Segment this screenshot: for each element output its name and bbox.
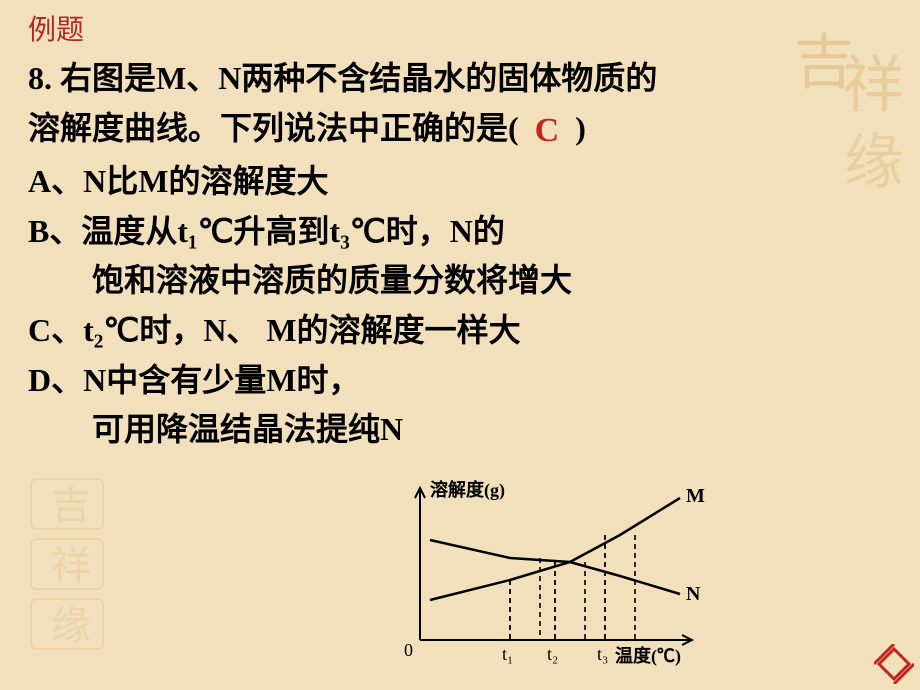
question-block: 8. 右图是M、N两种不含结晶水的固体物质的 溶解度曲线。下列说法中正确的是( …	[28, 54, 894, 455]
svg-text:0: 0	[404, 640, 413, 660]
option-a-text: N比M的溶解度大	[83, 163, 328, 199]
solubility-chart: 0 溶解度(g) 温度(℃) t₁ t₂ t₃ M N	[390, 480, 720, 680]
question-stem-line2: 溶解度曲线。下列说法中正确的是( C )	[28, 104, 894, 158]
section-header: 例题	[28, 8, 894, 48]
watermark-char: 吉	[30, 478, 104, 530]
slide-content: 例题 8. 右图是M、N两种不含结晶水的固体物质的 溶解度曲线。下列说法中正确的…	[0, 0, 920, 455]
question-line1: 右图是M、N两种不含结晶水的固体物质的	[60, 60, 657, 96]
svg-text:N: N	[686, 583, 701, 605]
watermark-char: 祥	[30, 538, 104, 590]
svg-text:温度(℃): 温度(℃)	[615, 645, 681, 667]
option-d-line1: N中含有少量M时，	[83, 362, 360, 398]
question-close-paren: )	[575, 110, 586, 146]
option-a: A、N比M的溶解度大	[28, 157, 894, 207]
chart-svg: 0 溶解度(g) 温度(℃) t₁ t₂ t₃ M N	[390, 480, 720, 670]
svg-text:M: M	[686, 485, 705, 507]
option-c-label: C、	[28, 312, 83, 348]
option-b-line1: 温度从t₁℃升高到t₃℃时，N的	[81, 213, 505, 249]
option-b-line2: 饱和溶液中溶质的质量分数将增大	[28, 256, 894, 306]
option-b-label: B、	[28, 213, 81, 249]
option-a-label: A、	[28, 163, 83, 199]
watermark-char: 缘	[30, 598, 104, 650]
question-stem: 8. 右图是M、N两种不含结晶水的固体物质的	[28, 54, 894, 104]
corner-ornament-icon	[874, 644, 914, 684]
option-d-line2: 可用降温结晶法提纯N	[28, 405, 894, 455]
question-number: 8.	[28, 60, 52, 96]
option-d: D、N中含有少量M时，	[28, 356, 894, 406]
option-c: C、t₂℃时，N、 M的溶解度一样大	[28, 306, 894, 356]
question-line2: 溶解度曲线。下列说法中正确的是(	[28, 110, 519, 146]
answer-letter: C	[527, 112, 568, 149]
option-c-text: t₂℃时，N、 M的溶解度一样大	[83, 312, 521, 348]
svg-text:t₁: t₁	[502, 644, 513, 664]
svg-text:t₂: t₂	[547, 644, 558, 664]
svg-text:溶解度(g): 溶解度(g)	[430, 480, 505, 501]
svg-text:t₃: t₃	[597, 644, 608, 664]
option-d-label: D、	[28, 362, 83, 398]
option-b: B、温度从t₁℃升高到t₃℃时，N的	[28, 207, 894, 257]
